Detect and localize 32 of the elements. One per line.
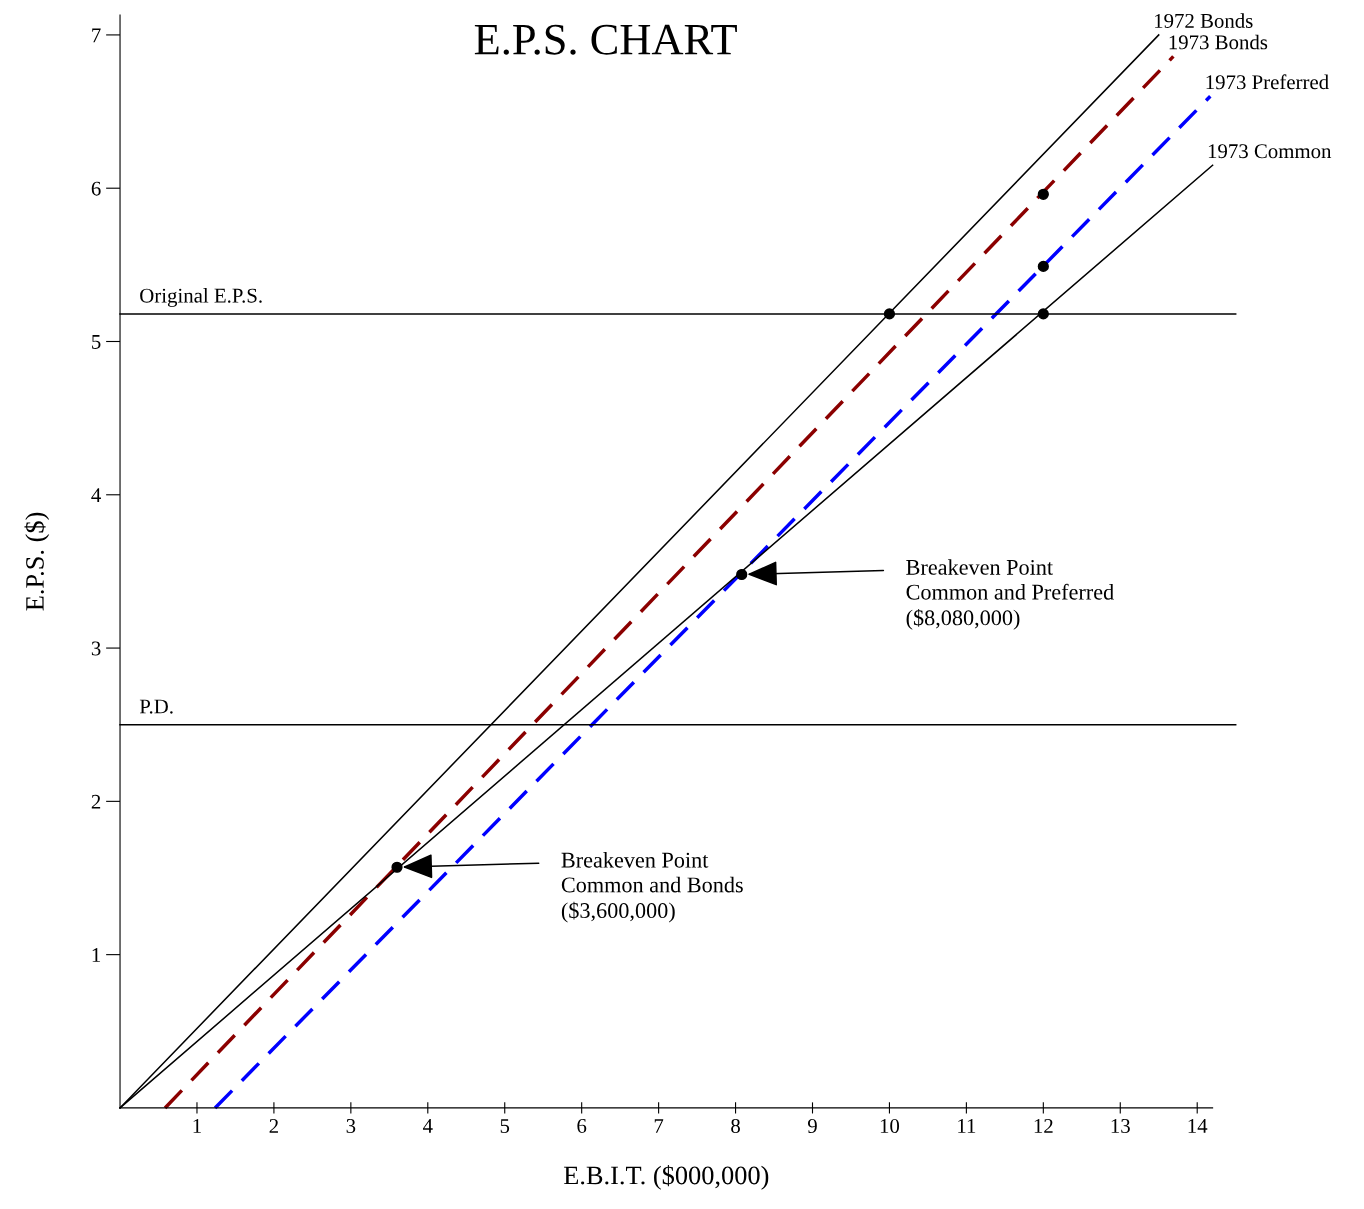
x-tick-label: 6: [577, 1119, 587, 1134]
y-tick-label: 5: [92, 335, 101, 349]
series-label: 1972 Bonds: [1155, 13, 1253, 28]
y-tick-label: 3: [91, 641, 101, 656]
chart-title: E.P.S. CHART: [474, 24, 737, 55]
x-tick-label: 10: [880, 1118, 900, 1134]
annotation: Breakeven Point Common and Preferred ($8,080,000): [906, 559, 1114, 630]
x-tick-label: 14: [1188, 1119, 1208, 1133]
x-tick-label: 13: [1111, 1119, 1130, 1134]
x-tick-label: 7: [654, 1119, 664, 1133]
x-tick-label: 8: [731, 1118, 740, 1134]
x-tick-label: 4: [423, 1119, 433, 1133]
x-axis-title: E.B.I.T. ($000,000): [563, 1165, 769, 1190]
y-tick-label: 2: [91, 794, 101, 809]
y-axis-title: E.P.S. ($): [24, 512, 50, 611]
y-tick-label: 1: [92, 948, 101, 962]
annotation: Breakeven Point Common and Bonds ($3,600,000): [561, 851, 743, 923]
y-tick-label: 6: [91, 181, 101, 196]
x-tick-label: 1: [193, 1119, 201, 1133]
series-label: 1973 Common: [1208, 144, 1332, 159]
x-tick-label: 9: [807, 1119, 817, 1134]
x-tick-label: 2: [269, 1119, 278, 1133]
x-tick-label: 12: [1034, 1119, 1053, 1133]
ref-line-label: P.D.: [139, 699, 173, 714]
x-tick-label: 11: [958, 1119, 976, 1133]
x-tick-label: 5: [500, 1119, 510, 1134]
y-tick-label: 4: [91, 488, 101, 503]
series-label: 1973 Bonds: [1169, 34, 1268, 50]
x-tick-label: 3: [346, 1119, 356, 1134]
series-label: 1973 Preferred: [1206, 74, 1329, 90]
ref-line-label: Original E.P.S.: [140, 288, 262, 307]
y-tick-label: 7: [92, 28, 101, 43]
